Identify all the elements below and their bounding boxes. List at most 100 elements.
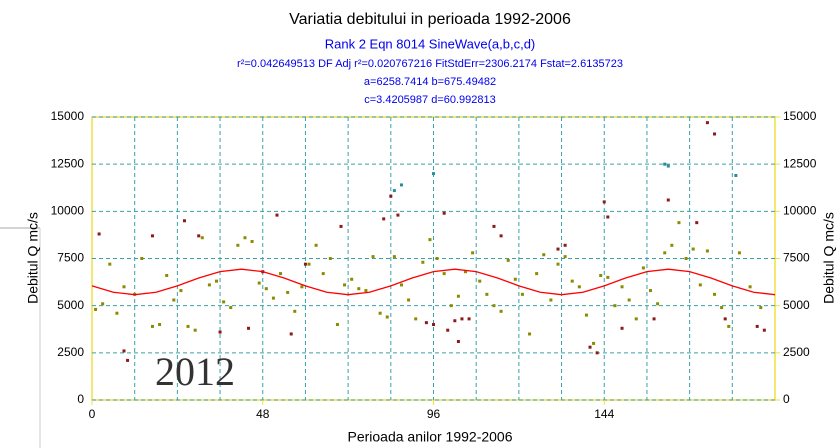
point: [179, 289, 183, 293]
point: [556, 247, 560, 251]
y2-tick-label: 0: [783, 392, 790, 406]
y-axis-title: Debitul Q mc/s: [25, 212, 41, 304]
point: [122, 285, 126, 289]
point: [250, 240, 254, 244]
point: [432, 323, 435, 327]
point: [314, 243, 318, 247]
point: [577, 285, 581, 289]
point: [648, 289, 652, 293]
point: [94, 307, 98, 311]
point: [421, 260, 425, 264]
point: [328, 257, 332, 260]
point: [691, 247, 695, 251]
point: [396, 213, 400, 217]
point: [588, 345, 592, 349]
point: [542, 253, 546, 257]
point: [535, 272, 539, 276]
point: [343, 283, 347, 287]
point: [399, 183, 403, 187]
point: [520, 292, 524, 296]
point: [101, 302, 105, 306]
point: [424, 321, 428, 325]
point: [247, 326, 251, 330]
point: [713, 292, 717, 296]
point: [275, 213, 279, 217]
point: [150, 324, 154, 328]
params: c=3.4205987 d=60.992813: [364, 94, 496, 106]
annotation: 2012: [155, 349, 235, 394]
point: [350, 277, 354, 281]
point: [339, 224, 343, 228]
point: [641, 266, 645, 270]
point: [584, 313, 588, 317]
point: [197, 234, 201, 238]
point: [108, 262, 112, 266]
point: [464, 270, 468, 274]
point: [723, 317, 727, 321]
point: [663, 162, 667, 166]
point: [215, 279, 219, 283]
point: [602, 200, 606, 204]
point: [432, 172, 435, 176]
y2-tick-label: 12500: [783, 156, 817, 170]
point: [442, 211, 446, 215]
y2-tick-label: 10000: [783, 204, 817, 218]
point: [713, 132, 717, 136]
point: [506, 258, 510, 262]
point: [499, 309, 503, 313]
point: [378, 311, 382, 315]
y-tick-label: 5000: [57, 298, 84, 312]
point: [303, 262, 307, 266]
chart-title: Variatia debitului in perioada 1992-2006: [289, 11, 571, 28]
y2-axis-title: Debitul Q mc/s: [821, 212, 837, 304]
y-tick-label: 12500: [51, 156, 85, 170]
point: [652, 317, 656, 321]
point: [620, 285, 624, 289]
y2-tick-label: 7500: [783, 251, 810, 265]
point: [492, 304, 496, 308]
point: [570, 279, 574, 283]
point: [392, 255, 396, 259]
y-tick-label: 10000: [51, 204, 85, 218]
point: [748, 285, 752, 289]
point: [193, 328, 197, 332]
point: [158, 323, 162, 327]
point: [606, 215, 610, 219]
point: [150, 234, 154, 238]
point: [460, 317, 464, 321]
point: [218, 330, 222, 334]
point: [471, 251, 475, 255]
point: [705, 249, 709, 253]
point: [271, 296, 275, 300]
point: [453, 319, 457, 323]
point: [734, 173, 738, 177]
point: [364, 289, 368, 293]
point: [670, 243, 674, 247]
point: [97, 232, 101, 236]
point: [528, 332, 532, 336]
point: [666, 198, 670, 202]
point: [478, 279, 482, 283]
point: [321, 272, 325, 276]
point: [737, 251, 741, 255]
point: [257, 281, 261, 285]
point: [513, 277, 517, 281]
point: [293, 309, 297, 313]
point: [182, 219, 186, 223]
point: [229, 306, 233, 310]
point: [563, 255, 567, 259]
point: [172, 298, 176, 302]
point: [695, 221, 699, 225]
point: [243, 236, 247, 240]
subtitle: Rank 2 Eqn 8014 SineWave(a,b,c,d): [325, 36, 536, 51]
point: [563, 243, 567, 247]
point: [606, 275, 610, 279]
point: [399, 283, 403, 287]
point: [595, 351, 599, 355]
point: [627, 298, 631, 302]
point: [264, 287, 268, 291]
y-tick-label: 7500: [57, 251, 84, 265]
point: [140, 257, 144, 260]
point: [357, 287, 361, 291]
